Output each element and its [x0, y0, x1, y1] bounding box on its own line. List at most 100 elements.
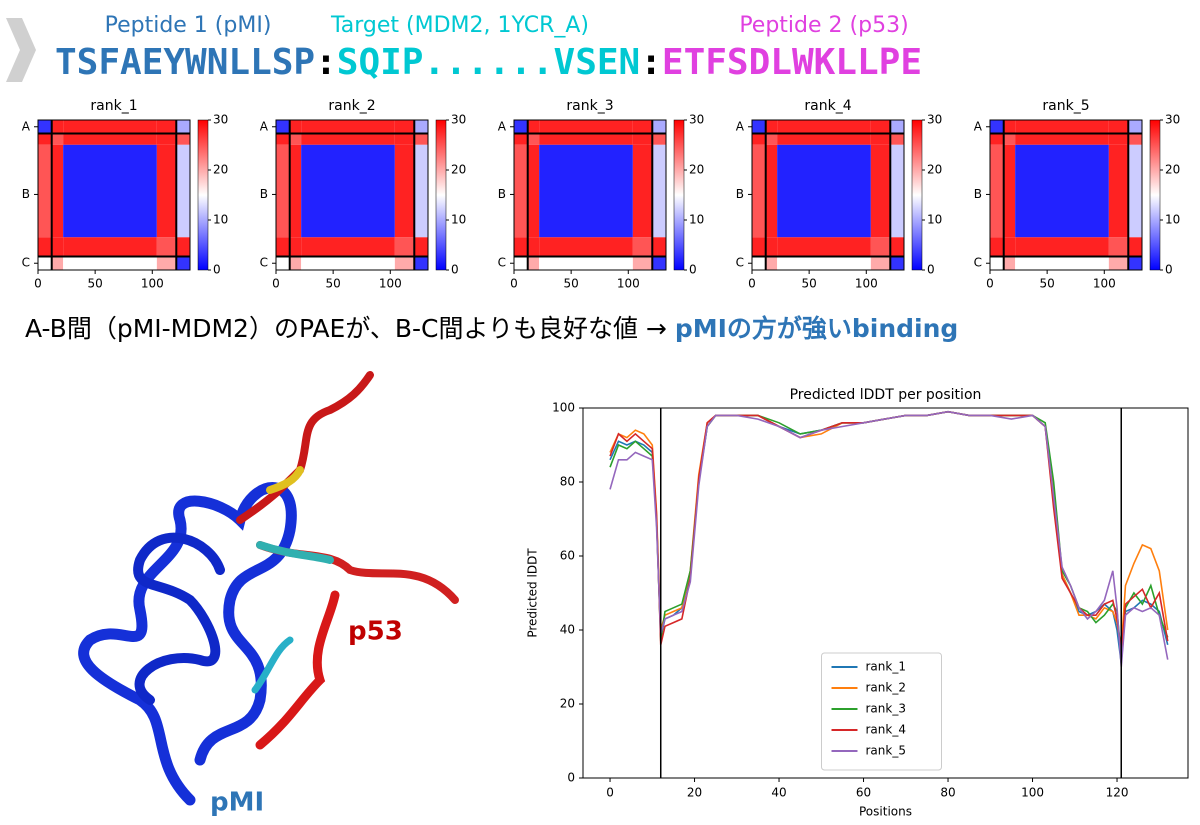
heatmap-cell — [156, 256, 177, 270]
heatmap-cell — [527, 237, 540, 257]
plot-frame — [582, 407, 1189, 779]
heatmap-cell — [276, 133, 290, 145]
heatmap-cell — [652, 120, 666, 134]
heatmap-cell — [301, 256, 395, 270]
colorbar-tick-label: 30 — [451, 113, 466, 127]
heatmap-cell — [394, 237, 415, 257]
legend-box — [821, 652, 942, 771]
heatmap-cell — [539, 133, 633, 145]
heatmap-cell — [890, 144, 904, 238]
heatmap-title: rank_2 — [328, 98, 375, 114]
heatmap-cell — [289, 256, 302, 270]
colorbar-tick-label: 20 — [689, 163, 704, 177]
heatmap-cell — [394, 120, 415, 134]
heatmap-cell — [870, 120, 891, 134]
heatmap-cell — [301, 120, 395, 134]
ribbon — [256, 541, 334, 564]
colorbar — [435, 119, 447, 271]
heatmap-cell — [276, 120, 290, 134]
colorbar-tick-label: 0 — [1165, 263, 1173, 277]
heatmap-cell — [1128, 256, 1142, 270]
ribbon — [251, 636, 294, 694]
heatmap-cell — [632, 133, 653, 145]
heatmap-cell — [394, 144, 415, 238]
colorbar-tick-label: 20 — [213, 163, 228, 177]
heatmap-cell — [1015, 256, 1109, 270]
heatmap-cell — [990, 237, 1004, 257]
y-tick-label: A — [736, 119, 745, 133]
series-line — [609, 410, 1169, 653]
heatmap-cell — [765, 120, 778, 134]
heatmap-cell — [870, 133, 891, 145]
x-tick-label: 0 — [510, 277, 518, 291]
heatmap-cell — [990, 144, 1004, 238]
heatmap-title: rank_3 — [566, 98, 613, 114]
y-tick-label: C — [974, 256, 982, 270]
heatmap-cell — [289, 144, 302, 238]
heatmap-cell — [156, 237, 177, 257]
heatmap-cell — [1108, 256, 1129, 270]
ribbon — [266, 466, 304, 494]
y-tick-label: 20 — [560, 697, 575, 711]
heatmap-cell — [394, 133, 415, 145]
heatmap-cell — [870, 256, 891, 270]
heatmap-cell — [414, 256, 428, 270]
y-tick-label: B — [260, 187, 268, 201]
y-tick-label: C — [736, 256, 744, 270]
heatmap-title: rank_4 — [804, 98, 851, 114]
y-tick-label: B — [974, 187, 982, 201]
colorbar-tick-label: 10 — [927, 213, 942, 227]
x-tick-label: 50 — [88, 277, 103, 291]
y-tick-label: 0 — [567, 771, 575, 785]
legend-label: rank_1 — [866, 660, 906, 674]
sequence-part: : — [640, 42, 662, 83]
colorbar — [911, 119, 923, 271]
heatmap-cell — [765, 237, 778, 257]
heatmap-cell — [1128, 120, 1142, 134]
heatmap-cell — [156, 144, 177, 238]
heatmap-cell — [156, 120, 177, 134]
colorbar-tick-label: 30 — [1165, 113, 1180, 127]
heatmap-cell — [752, 237, 766, 257]
frame — [989, 119, 1143, 271]
heatmap-cell — [990, 133, 1004, 145]
heatmap-cell — [156, 133, 177, 145]
x-tick-label: 50 — [1040, 277, 1055, 291]
heatmap-cell — [51, 237, 64, 257]
colorbar-tick-label: 10 — [1165, 213, 1180, 227]
heatmap-cell — [38, 237, 52, 257]
x-axis-label: Positions — [859, 805, 912, 819]
heatmap-cell — [890, 256, 904, 270]
label-pmi: pMI — [210, 788, 264, 818]
heatmap-cell — [990, 256, 1004, 270]
y-tick-label: C — [498, 256, 506, 270]
heatmap-cell — [276, 237, 290, 257]
heatmap-cell — [752, 120, 766, 134]
heatmap-cell — [632, 237, 653, 257]
heatmap-cell — [514, 120, 528, 134]
heatmap-cell — [1128, 237, 1142, 257]
x-tick-label: 60 — [856, 786, 871, 800]
x-tick-label: 0 — [606, 786, 614, 800]
frame — [275, 119, 429, 271]
colorbar-tick-label: 0 — [689, 263, 697, 277]
segment-label: Peptide 2 (p53) — [739, 13, 908, 38]
heatmap-cell — [777, 256, 871, 270]
ribbon — [236, 371, 374, 524]
segment-label: Target (MDM2, 1YCR_A) — [330, 13, 589, 38]
y-axis-label: Predicted lDDT — [526, 548, 540, 638]
frame — [513, 119, 667, 271]
heatmap-cell — [176, 144, 190, 238]
y-tick-label: A — [498, 119, 507, 133]
heatmap-cell — [765, 133, 778, 145]
y-tick-label: C — [260, 256, 268, 270]
heatmap-cell — [514, 256, 528, 270]
heatmap-cell — [63, 256, 157, 270]
heatmap-cell — [51, 256, 64, 270]
colorbar — [1149, 119, 1161, 271]
colorbar-tick-label: 10 — [451, 213, 466, 227]
colorbar-tick-label: 10 — [213, 213, 228, 227]
x-tick-label: 100 — [855, 277, 878, 291]
heatmap-cell — [38, 120, 52, 134]
